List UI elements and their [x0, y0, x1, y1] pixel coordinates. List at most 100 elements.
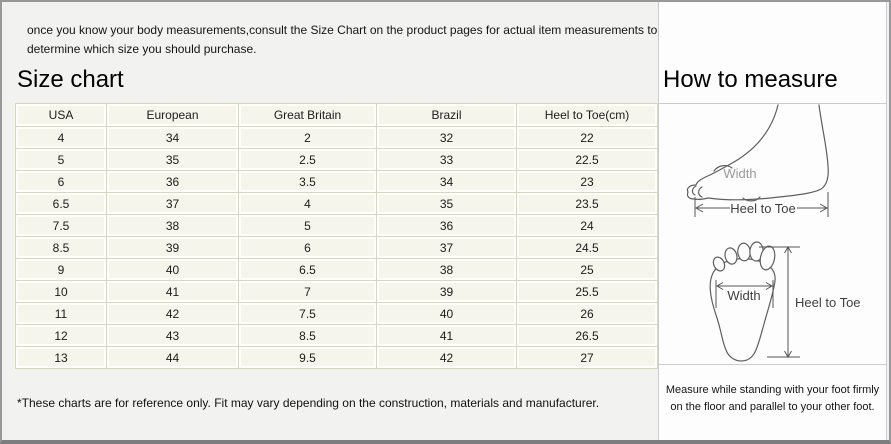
table-cell: 5 [15, 148, 107, 171]
table-cell: 2 [238, 126, 377, 149]
table-cell: 27 [516, 346, 658, 369]
table-cell: 32 [376, 126, 517, 149]
table-cell: 34 [376, 170, 517, 193]
table-row: 10 41 7 39 25.5 [15, 280, 658, 303]
table-cell: 11 [15, 302, 107, 325]
intro-paragraph: once you know your body measurements,con… [27, 21, 657, 58]
table-row: 5 35 2.5 33 22.5 [15, 148, 658, 171]
table-row: 12 43 8.5 41 26.5 [15, 324, 658, 347]
size-table-body: 4 34 2 32 22 5 35 2.5 33 22.5 6 36 3.5 34 23 6.5 37 4 35 23… [15, 126, 658, 369]
table-cell: 42 [376, 346, 517, 369]
table-cell: 40 [106, 258, 239, 281]
table-cell: 23.5 [516, 192, 658, 215]
size-table-header-cell: Heel to Toe(cm) [516, 103, 658, 127]
table-cell: 37 [376, 236, 517, 259]
arch-line [742, 196, 761, 202]
table-cell: 3.5 [238, 170, 377, 193]
size-table-header-row: USA European Great Britain Brazil Heel to To… [15, 103, 658, 127]
side-heel-to-toe-label: Heel to Toe [730, 201, 796, 216]
size-table-head: USA European Great Britain Brazil Heel to To… [15, 103, 658, 127]
measure-note-line-2: on the floor and parallel to your other … [670, 401, 875, 414]
table-cell: 36 [106, 170, 239, 193]
table-cell: 25 [516, 258, 658, 281]
table-cell: 25.5 [516, 280, 658, 303]
sole-length-arrowheads [784, 246, 792, 358]
table-cell: 41 [376, 324, 517, 347]
table-cell: 9.5 [238, 346, 377, 369]
measure-diagram-box: Width Heel to Toe Width [659, 103, 886, 365]
table-cell: 2.5 [238, 148, 377, 171]
table-cell: 7.5 [238, 302, 377, 325]
toe-fourth [724, 247, 738, 265]
sole-heel-to-toe-label: Heel to Toe [795, 295, 861, 310]
sole-width-ticks [715, 280, 774, 308]
table-row: 13 44 9.5 42 27 [15, 346, 658, 369]
table-cell: 7.5 [15, 214, 107, 237]
foot-sole-view-diagram: Width Heel to Toe [709, 241, 861, 362]
table-cell: 26 [516, 302, 658, 325]
side-dimension-arrowheads [694, 203, 829, 213]
side-width-label: Width [723, 166, 756, 181]
table-cell: 12 [15, 324, 107, 347]
table-row: 9 40 6.5 38 25 [15, 258, 658, 281]
table-cell: 34 [106, 126, 239, 149]
table-cell: 6.5 [238, 258, 377, 281]
table-row: 7.5 38 5 36 24 [15, 214, 658, 237]
table-cell: 4 [15, 126, 107, 149]
table-cell: 35 [376, 192, 517, 215]
table-cell: 8.5 [238, 324, 377, 347]
table-cell: 44 [106, 346, 239, 369]
table-cell: 24.5 [516, 236, 658, 259]
table-cell: 7 [238, 280, 377, 303]
intro-line-2: determine which size you should purchase… [27, 41, 257, 56]
table-cell: 39 [376, 280, 517, 303]
table-cell: 43 [106, 324, 239, 347]
table-cell: 9 [15, 258, 107, 281]
table-cell: 39 [106, 236, 239, 259]
instep-bump-line [713, 165, 733, 172]
size-table-header-cell: European [106, 103, 239, 127]
table-cell: 10 [15, 280, 107, 303]
table-cell: 4 [238, 192, 377, 215]
foot-side-view-diagram: Width Heel to Toe [686, 104, 829, 217]
table-cell: 36 [376, 214, 517, 237]
table-cell: 41 [106, 280, 239, 303]
leg-back-line [818, 104, 829, 167]
table-cell: 6.5 [15, 192, 107, 215]
sole-width-label: Width [727, 288, 760, 303]
table-cell: 35 [106, 148, 239, 171]
table-cell: 24 [516, 214, 658, 237]
table-row: 11 42 7.5 40 26 [15, 302, 658, 325]
how-to-measure-panel: How to measure Width Heel to Toe [658, 2, 887, 440]
how-to-measure-title: How to measure [663, 66, 838, 93]
size-table-header-cell: Brazil [376, 103, 517, 127]
side-dimension-ticks [694, 192, 829, 217]
sole-width-arrowheads [716, 282, 773, 290]
table-cell: 6 [15, 170, 107, 193]
toe-detail-lines [691, 185, 703, 198]
table-cell: 22 [516, 126, 658, 149]
leg-front-line [733, 104, 779, 163]
toe-big [759, 245, 776, 271]
sole-length-ticks [759, 246, 800, 358]
size-table-header-cell: USA [15, 103, 107, 127]
toe-small [712, 256, 726, 272]
table-row: 8.5 39 6 37 24.5 [15, 236, 658, 259]
table-cell: 33 [376, 148, 517, 171]
footprint-outline [709, 258, 776, 362]
table-cell: 40 [376, 302, 517, 325]
table-cell: 13 [15, 346, 107, 369]
table-cell: 22.5 [516, 148, 658, 171]
size-chart-title: Size chart [17, 66, 124, 93]
table-cell: 6 [238, 236, 377, 259]
table-cell: 42 [106, 302, 239, 325]
table-row: 6 36 3.5 34 23 [15, 170, 658, 193]
measure-note-line-1: Measure while standing with your foot fi… [665, 384, 880, 396]
size-chart-footnote: *These charts are for reference only. Fi… [17, 396, 600, 410]
table-cell: 38 [106, 214, 239, 237]
table-row: 6.5 37 4 35 23.5 [15, 192, 658, 215]
table-cell: 8.5 [15, 236, 107, 259]
table-cell: 37 [106, 192, 239, 215]
table-cell: 26.5 [516, 324, 658, 347]
